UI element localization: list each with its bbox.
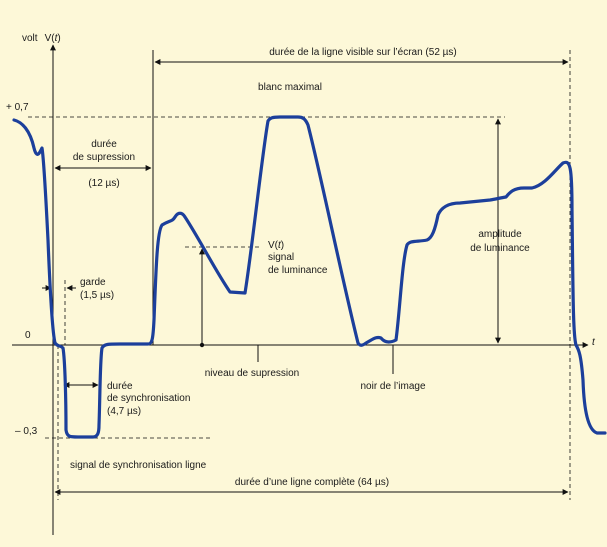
visible-line-label: durée de la ligne visible sur l’écran (5…	[269, 47, 457, 58]
sync-signal-label: signal de synchronisation ligne	[70, 460, 207, 471]
full-line-label: durée d’une ligne complète (64 µs)	[235, 477, 389, 488]
blanking-level-label: niveau de supression	[205, 368, 300, 379]
black-level-label: noir de l’image	[360, 381, 425, 392]
y-axis-label: volt V(t)	[22, 33, 61, 44]
blanking-level-dot	[199, 342, 205, 348]
guard-label-2: (1,5 µs)	[80, 290, 114, 301]
video-signal-curve	[12, 115, 607, 439]
tick-label-zero: 0	[25, 330, 31, 341]
blanking-label-2: de supression	[73, 152, 135, 163]
amplitude-label-1: amplitude	[478, 229, 522, 240]
tick-label-top: + 0,7	[6, 102, 29, 113]
guard-label-1: garde	[80, 277, 106, 288]
signal-label-3: de luminance	[268, 265, 328, 276]
signal-v-label: V(t)	[268, 240, 284, 251]
signal-label-2: signal	[268, 252, 294, 263]
tick-label-bottom: – 0,3	[15, 426, 38, 437]
sync-label-2: de synchronisation	[107, 393, 190, 404]
amplitude-label-2: de luminance	[470, 243, 530, 254]
sync-label-1: durée	[107, 381, 133, 392]
blanking-label-1: durée	[91, 139, 117, 150]
x-axis-label: t	[592, 337, 596, 348]
sync-label-3: (4,7 µs)	[107, 406, 141, 417]
blanking-label-3: (12 µs)	[88, 178, 119, 189]
white-max-label: blanc maximal	[258, 82, 322, 93]
